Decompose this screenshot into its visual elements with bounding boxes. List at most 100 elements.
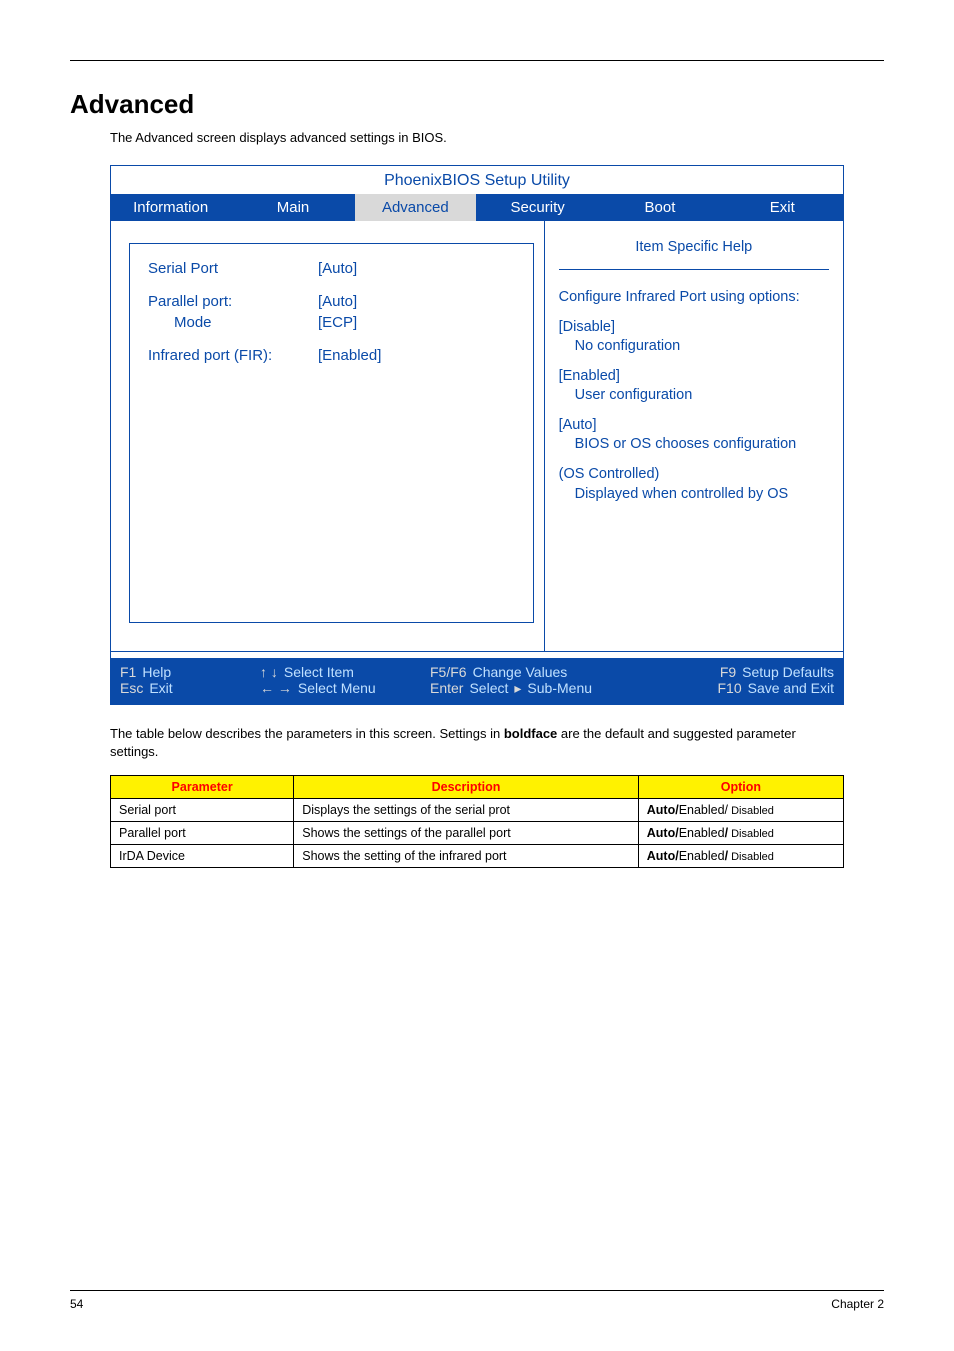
help-disable-t: No configuration — [559, 337, 829, 357]
bios-left-panel: Serial Port [Auto] Parallel port: [Auto]… — [111, 221, 544, 651]
opt-small: Disabled — [728, 805, 774, 817]
page-footer: 54 Chapter 2 — [70, 1290, 884, 1311]
help-osc-t: Displayed when controlled by OS — [559, 485, 829, 505]
help-auto: [Auto] BIOS or OS chooses configuration — [559, 416, 829, 455]
top-rule — [70, 60, 884, 61]
table-note-bold: boldface — [504, 726, 557, 741]
cell-option: Auto/Enabled/ Disabled — [638, 822, 843, 845]
cell-param: Parallel port — [111, 822, 294, 845]
bios-footer-row1: F1 Help ↑ ↓ Select Item F5/F6 Change Val… — [120, 664, 834, 680]
bios-left-inner: Serial Port [Auto] Parallel port: [Auto]… — [129, 243, 534, 623]
key-enter: Enter — [430, 680, 463, 696]
table-row: Serial port Displays the settings of the… — [111, 799, 844, 822]
help-enabled-t: User configuration — [559, 386, 829, 406]
help-oscontrolled: (OS Controlled) Displayed when controlle… — [559, 465, 829, 504]
intro-text: The Advanced screen displays advanced se… — [110, 130, 884, 145]
bios-tabs: Information Main Advanced Security Boot … — [110, 194, 844, 221]
key-f9: F9 — [720, 664, 736, 680]
opt-normal: Enabled — [679, 849, 725, 863]
key-updown: ↑ ↓ — [260, 664, 278, 680]
txt-select-menu: Select Menu — [298, 680, 376, 696]
footer-submenu: Enter Select ▸ Sub-Menu — [430, 680, 660, 697]
row-infrared-port[interactable]: Infrared port (FIR): [Enabled] — [148, 347, 519, 364]
parallel-port-value: [Auto] — [318, 293, 357, 310]
infrared-port-value: [Enabled] — [318, 347, 381, 364]
help-disable-h: [Disable] — [559, 319, 615, 335]
bios-footer: F1 Help ↑ ↓ Select Item F5/F6 Change Val… — [110, 658, 844, 705]
key-esc: Esc — [120, 680, 143, 696]
txt-exit: Exit — [149, 680, 172, 696]
cell-option: Auto/Enabled/ Disabled — [638, 799, 843, 822]
opt-small: Disabled — [728, 851, 774, 863]
txt-select: Select — [469, 680, 508, 696]
footer-help: F1 Help — [120, 664, 260, 680]
page-title: Advanced — [70, 89, 884, 120]
help-auto-t: BIOS or OS chooses configuration — [559, 435, 829, 455]
cell-desc: Shows the setting of the infrared port — [294, 845, 639, 868]
bios-screenshot: PhoenixBIOS Setup Utility Information Ma… — [110, 165, 844, 705]
row-parallel-mode[interactable]: Mode [ECP] — [148, 314, 519, 331]
key-f5f6: F5/F6 — [430, 664, 467, 680]
key-f10: F10 — [717, 680, 741, 696]
page-number: 54 — [70, 1297, 83, 1311]
opt-small: Disabled — [728, 828, 774, 840]
serial-port-value: [Auto] — [318, 260, 357, 277]
chapter-label: Chapter 2 — [831, 1297, 884, 1311]
opt-bold: Auto/ — [647, 803, 679, 817]
footer-select-item: ↑ ↓ Select Item — [260, 664, 430, 680]
cell-option: Auto/Enabled/ Disabled — [638, 845, 843, 868]
txt-help: Help — [142, 664, 171, 680]
footer-select-menu: ← → Select Menu — [260, 680, 430, 697]
parallel-mode-label: Mode — [148, 314, 212, 331]
bios-utility-title: PhoenixBIOS Setup Utility — [110, 165, 844, 194]
table-row: IrDA Device Shows the setting of the inf… — [111, 845, 844, 868]
cell-param: IrDA Device — [111, 845, 294, 868]
th-option: Option — [638, 776, 843, 799]
table-note-pre: The table below describes the parameters… — [110, 726, 504, 741]
tab-exit[interactable]: Exit — [722, 194, 844, 221]
help-title: Item Specific Help — [559, 239, 829, 270]
table-note: The table below describes the parameters… — [110, 725, 844, 761]
txt-save-exit: Save and Exit — [748, 680, 834, 696]
cell-desc: Displays the settings of the serial prot — [294, 799, 639, 822]
table-row: Parallel port Shows the settings of the … — [111, 822, 844, 845]
footer-exit: Esc Exit — [120, 680, 260, 697]
help-intro: Configure Infrared Port using options: — [559, 288, 829, 308]
help-osc-h: (OS Controlled) — [559, 466, 660, 482]
parallel-mode-value: [ECP] — [318, 314, 357, 331]
txt-submenu: Sub-Menu — [527, 680, 592, 696]
key-f1: F1 — [120, 664, 136, 680]
help-enabled: [Enabled] User configuration — [559, 367, 829, 406]
th-description: Description — [294, 776, 639, 799]
txt-select-item: Select Item — [284, 664, 354, 680]
tab-advanced[interactable]: Advanced — [355, 194, 477, 221]
opt-bold: Auto/ — [647, 849, 679, 863]
infrared-port-label: Infrared port (FIR): — [148, 347, 318, 364]
table-header-row: Parameter Description Option — [111, 776, 844, 799]
tab-boot[interactable]: Boot — [599, 194, 721, 221]
row-parallel-port[interactable]: Parallel port: [Auto] — [148, 293, 519, 310]
opt-normal: Enabled/ — [679, 803, 728, 817]
footer-change-values: F5/F6 Change Values — [430, 664, 660, 680]
opt-normal: Enabled — [679, 826, 725, 840]
tab-information[interactable]: Information — [110, 194, 232, 221]
opt-bold: Auto/ — [647, 826, 679, 840]
tab-main[interactable]: Main — [232, 194, 354, 221]
tab-security[interactable]: Security — [477, 194, 599, 221]
parameter-table: Parameter Description Option Serial port… — [110, 775, 844, 868]
bios-footer-row2: Esc Exit ← → Select Menu Enter Select ▸ … — [120, 680, 834, 697]
cell-desc: Shows the settings of the parallel port — [294, 822, 639, 845]
txt-change-values: Change Values — [473, 664, 568, 680]
parallel-port-label: Parallel port: — [148, 293, 318, 310]
arrow-right-icon: ▸ — [514, 680, 521, 697]
bios-body: Serial Port [Auto] Parallel port: [Auto]… — [110, 221, 844, 652]
cell-param: Serial port — [111, 799, 294, 822]
help-disable: [Disable] No configuration — [559, 318, 829, 357]
txt-setup-defaults: Setup Defaults — [742, 664, 834, 680]
serial-port-label: Serial Port — [148, 260, 318, 277]
help-auto-h: [Auto] — [559, 417, 597, 433]
footer-save-exit: F10 Save and Exit — [660, 680, 834, 697]
th-parameter: Parameter — [111, 776, 294, 799]
bios-help-panel: Item Specific Help Configure Infrared Po… — [544, 221, 843, 651]
row-serial-port[interactable]: Serial Port [Auto] — [148, 260, 519, 277]
